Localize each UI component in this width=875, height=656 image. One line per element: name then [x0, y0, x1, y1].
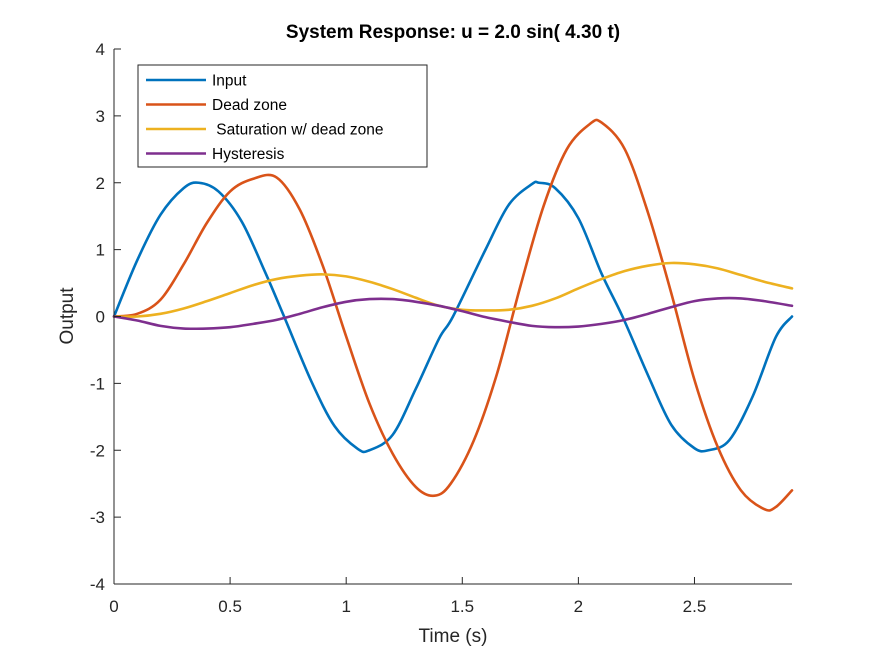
data-lines	[112, 118, 794, 512]
y-tick-label: -2	[90, 441, 105, 460]
y-tick-label: 3	[96, 107, 105, 126]
y-axis-label: Output	[57, 287, 78, 345]
series-line-dead-zone	[112, 118, 794, 512]
legend: Input Dead zone Saturation w/ dead zone Hy…	[137, 64, 428, 168]
x-ticks: 0 0.5 1 1.5 2 2.5	[109, 577, 706, 616]
x-tick-label: 0.5	[218, 597, 242, 616]
x-axis-label: Time (s)	[419, 626, 488, 647]
x-tick-label: 1	[341, 597, 350, 616]
x-tick-label: 0	[109, 597, 118, 616]
series-line-input	[112, 180, 794, 454]
x-tick-label: 2	[574, 597, 583, 616]
legend-box	[137, 64, 428, 168]
legend-label-input: Input	[212, 73, 247, 90]
y-tick-label: 0	[96, 308, 105, 327]
x-tick-label: 1.5	[450, 597, 474, 616]
x-tick-label: 2.5	[683, 597, 707, 616]
y-tick-label: -4	[90, 575, 105, 594]
series-line-hysteresis	[112, 296, 794, 331]
legend-label-saturation-w-dead-zone: Saturation w/ dead zone	[212, 122, 383, 139]
chart-title: System Response: u = 2.0 sin( 4.30 t)	[286, 22, 620, 43]
y-tick-label: 2	[96, 174, 105, 193]
y-tick-label: -3	[90, 508, 105, 527]
legend-label-hysteresis: Hysteresis	[212, 146, 285, 163]
y-tick-label: 4	[96, 40, 105, 59]
legend-label-dead-zone: Dead zone	[212, 97, 287, 114]
y-tick-label: -1	[90, 374, 105, 393]
y-ticks: -4 -3 -2 -1 0 1 2 3 4	[90, 40, 121, 594]
y-tick-label: 1	[96, 241, 105, 260]
